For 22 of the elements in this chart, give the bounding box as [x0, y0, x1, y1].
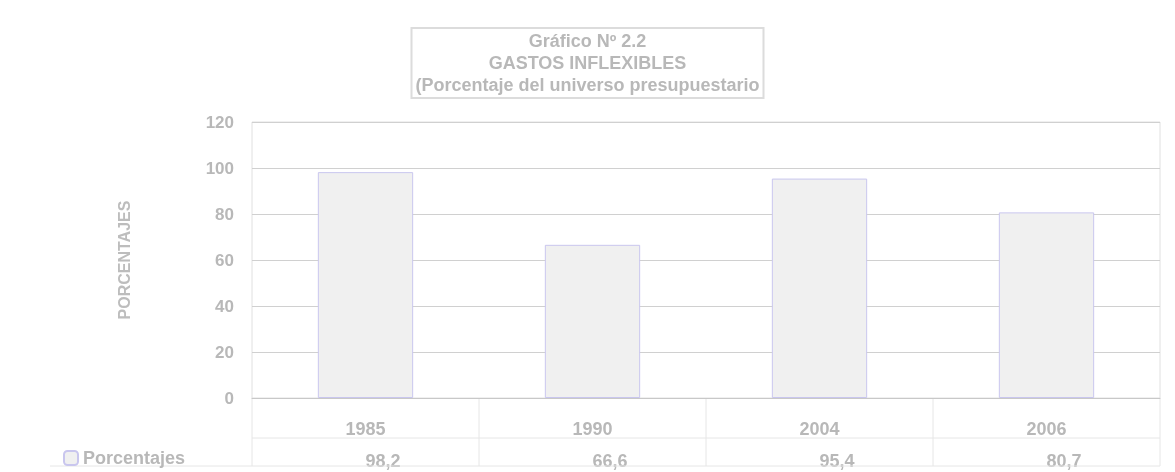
x-tick-label: 1990 — [572, 419, 613, 439]
y-tick-label: 0 — [224, 388, 234, 408]
legend-label: Porcentajes — [83, 448, 186, 468]
x-tick-label: 1985 — [345, 419, 386, 439]
data-label: 80,7 — [1046, 451, 1082, 471]
y-tick-label: 120 — [205, 112, 234, 132]
y-tick-label: 60 — [215, 250, 234, 270]
chart-title: Gráfico Nº 2.2 GASTOS INFLEXIBLES (Porcentaje del universo presupuestario — [415, 31, 760, 95]
data-label: 95,4 — [819, 451, 855, 471]
bar — [998, 212, 1095, 398]
x-tick-label: 2006 — [1026, 419, 1067, 439]
y-tick-label: 80 — [215, 204, 234, 224]
y-tick-label: 100 — [205, 158, 234, 178]
bar — [544, 244, 641, 398]
bar — [771, 178, 868, 398]
data-label: 98,2 — [365, 451, 401, 471]
y-tick-label: 20 — [215, 342, 234, 362]
bar — [317, 172, 414, 398]
x-tick-label: 2004 — [799, 419, 840, 439]
y-tick-label: 40 — [215, 296, 234, 316]
data-label: 66,6 — [592, 451, 628, 471]
y-axis-title: PORCENTAJES — [115, 200, 133, 320]
